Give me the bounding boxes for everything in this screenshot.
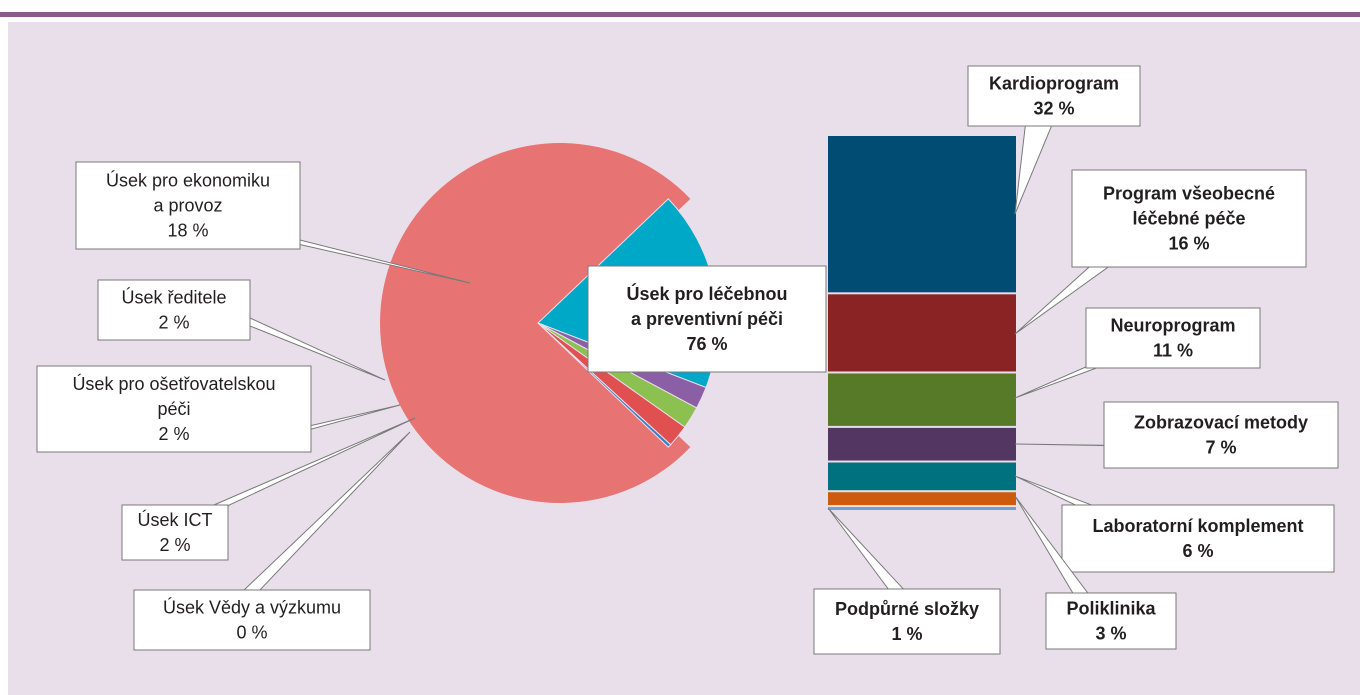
- callout-laboratorni-komplement: Laboratorní komplement 6 %: [1014, 475, 1335, 573]
- callout-usek-pro-ekonomiku-a-provoz-label: a provoz: [153, 196, 222, 216]
- callout-zobrazovaci-metody: Zobrazovací metody 7 %: [1014, 401, 1339, 469]
- bar-segment-zobrazovaci-metody: [828, 427, 1016, 461]
- callout-usek-pro-osetrovatelskou-peci-label: péči: [157, 399, 190, 419]
- callout-usek-pro-osetrovatelskou-peci-value: 2 %: [158, 424, 189, 444]
- callout-program-vseobecne-lecebne-pece-value: 16 %: [1168, 234, 1209, 254]
- callout-poliklinika-label: Poliklinika: [1066, 599, 1156, 619]
- callout-zobrazovaci-metody-label: Zobrazovací metody: [1134, 413, 1308, 433]
- callout-usek-vedy-a-vyzkumu: Úsek Vědy a výzkumu 0 %: [133, 431, 411, 651]
- callout-program-vseobecne-lecebne-pece-label: léčebné péče: [1132, 209, 1245, 229]
- callouts: Úsek pro ekonomiku a provoz 18 % Úsek ředit…: [36, 65, 1339, 655]
- callout-zobrazovaci-metody-value: 7 %: [1205, 438, 1236, 458]
- callout-usek-pro-ekonomiku-a-provoz: Úsek pro ekonomiku a provoz 18 %: [75, 161, 471, 284]
- callout-podpurne-slozky: Podpůrné složky 1 %: [813, 507, 1001, 655]
- pie-slice-usek-vedy-a-vyzkumu: [537, 322, 672, 448]
- callout-neuroprogram-value: 11 %: [1153, 341, 1193, 361]
- pie-slice-usek-pro-lecebnou-a-preventivni-peci: [379, 143, 691, 504]
- bar-segment-poliklinika: [828, 492, 1016, 506]
- callout-usek-pro-lecebnou-a-preventivni-peci-label: a preventivní péči: [631, 309, 783, 329]
- callout-laboratorni-komplement-label: Laboratorní komplement: [1092, 516, 1303, 536]
- callout-podpurne-slozky-value: 1 %: [891, 624, 922, 644]
- callout-kardioprogram-value: 32 %: [1033, 99, 1074, 119]
- bar-segment-program-vseobecne-lecebne-pece: [828, 294, 1016, 372]
- callout-poliklinika: Poliklinika 3 %: [1014, 495, 1177, 650]
- callout-podpurne-slozky-label: Podpůrné složky: [835, 599, 979, 619]
- callout-laboratorni-komplement-value: 6 %: [1182, 541, 1213, 561]
- callout-usek-reditele: Úsek ředitele 2 %: [97, 279, 386, 381]
- callout-usek-vedy-a-vyzkumu-value: 0 %: [236, 623, 267, 643]
- callout-program-vseobecne-lecebne-pece: Program všeobecné léčebné péče 16 %: [1014, 169, 1307, 335]
- bar-segment-laboratorni-komplement: [828, 462, 1016, 491]
- stacked-bar-chart: [828, 136, 1016, 510]
- callout-poliklinika-value: 3 %: [1095, 624, 1126, 644]
- top-rule: [0, 12, 1360, 17]
- bar-segment-kardioprogram: [828, 136, 1016, 293]
- callout-usek-ict: Úsek ICT 2 %: [121, 417, 416, 561]
- callout-usek-vedy-a-vyzkumu-label: Úsek Vědy a výzkumu: [163, 597, 341, 618]
- callout-usek-pro-osetrovatelskou-peci: Úsek pro ošetřovatelskou péči 2 %: [36, 365, 401, 453]
- callout-usek-pro-ekonomiku-a-provoz-value: 18 %: [167, 221, 208, 241]
- callout-kardioprogram-pointer: [1014, 119, 1055, 215]
- callout-usek-pro-ekonomiku-a-provoz-label: Úsek pro ekonomiku: [106, 170, 270, 191]
- callout-neuroprogram-label: Neuroprogram: [1110, 316, 1235, 336]
- callout-usek-reditele-label: Úsek ředitele: [121, 287, 226, 308]
- callout-usek-ict-label: Úsek ICT: [137, 509, 212, 530]
- callout-usek-pro-lecebnou-a-preventivni-peci-value: 76 %: [686, 334, 727, 354]
- bar-segment-podpurne-slozky: [828, 507, 1016, 510]
- callout-neuroprogram: Neuroprogram 11 %: [1014, 307, 1261, 399]
- callout-usek-pro-osetrovatelskou-peci-label: Úsek pro ošetřovatelskou: [72, 373, 275, 394]
- callout-program-vseobecne-lecebne-pece-label: Program všeobecné: [1103, 184, 1275, 204]
- callout-usek-reditele-value: 2 %: [158, 313, 189, 333]
- callout-kardioprogram: Kardioprogram 32 %: [967, 65, 1141, 215]
- callout-podpurne-slozky-pointer: [827, 507, 910, 595]
- callout-usek-pro-lecebnou-a-preventivni-peci: Úsek pro léčebnou a preventivní péči 76 %: [587, 265, 827, 373]
- callout-kardioprogram-label: Kardioprogram: [989, 74, 1119, 94]
- bar-segment-neuroprogram: [828, 373, 1016, 426]
- callout-usek-ict-value: 2 %: [159, 535, 190, 555]
- callout-usek-pro-lecebnou-a-preventivni-peci-label: Úsek pro léčebnou: [626, 283, 787, 304]
